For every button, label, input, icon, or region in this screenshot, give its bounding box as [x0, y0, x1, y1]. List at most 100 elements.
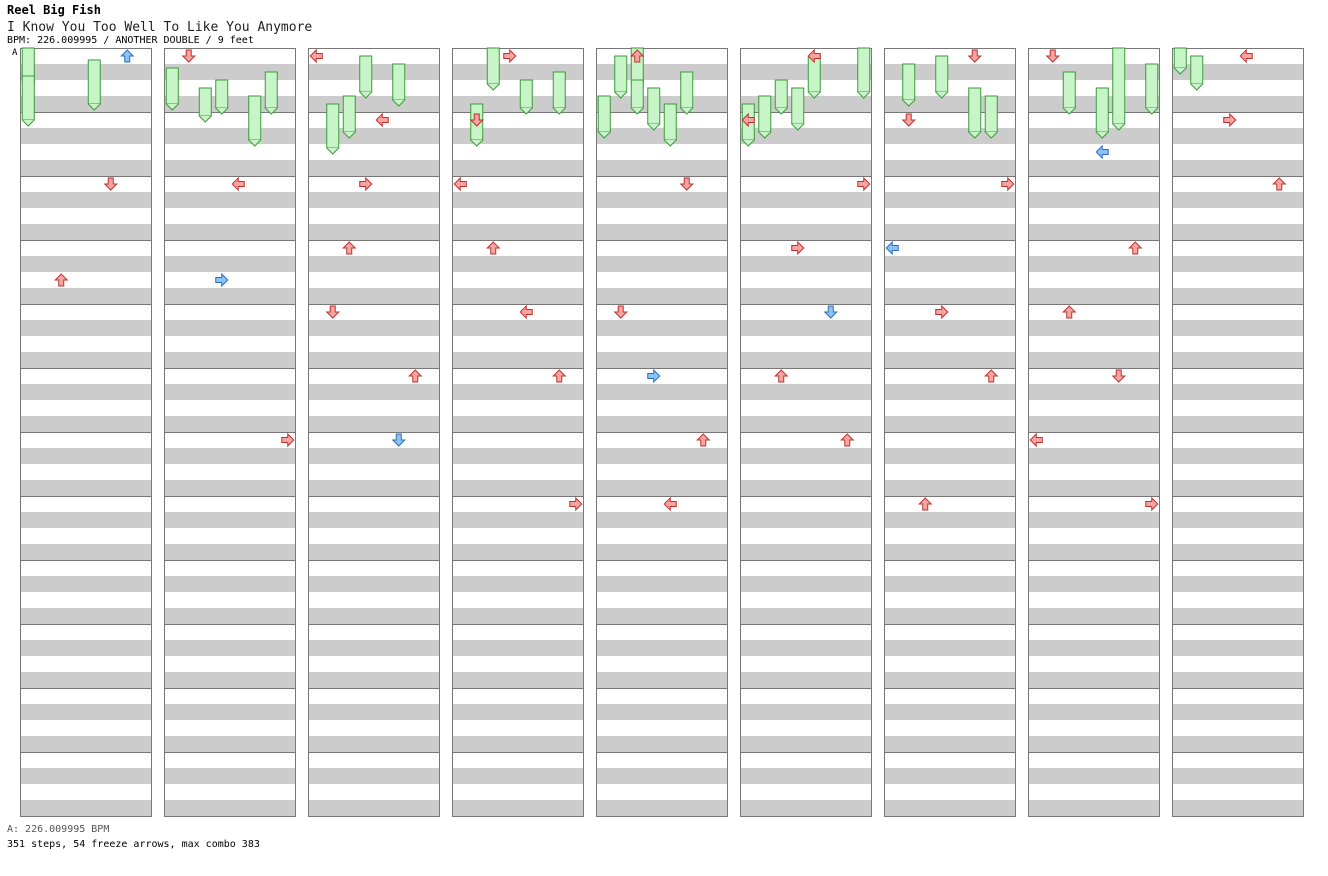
beat-stripe — [1028, 512, 1160, 528]
beat-stripe — [1028, 160, 1160, 176]
step-arrow-icon — [774, 369, 789, 383]
freeze-tail — [935, 91, 949, 99]
beat-stripe — [20, 608, 152, 624]
beat-stripe — [884, 704, 1016, 720]
freeze-arrow — [165, 67, 179, 105]
beat-stripe — [1028, 352, 1160, 368]
freeze-tail — [486, 83, 500, 91]
beat-stripe — [164, 128, 296, 144]
column-border — [1172, 48, 1304, 817]
freeze-tail — [470, 139, 484, 147]
beat-stripe — [1028, 96, 1160, 112]
beat-stripe — [1172, 704, 1304, 720]
beat-stripe — [1028, 544, 1160, 560]
step-arrow-icon — [215, 272, 229, 288]
step-arrow-icon — [181, 49, 196, 63]
beat-stripe — [596, 288, 728, 304]
freeze-tail — [968, 131, 982, 139]
step-arrow-icon — [1062, 305, 1077, 319]
beat-stripe — [20, 768, 152, 784]
beat-stripe — [164, 704, 296, 720]
beat-stripe — [884, 640, 1016, 656]
beat-stripe — [20, 288, 152, 304]
freeze-tail — [630, 107, 644, 115]
step-arrow-icon — [807, 48, 821, 64]
beat-stripe — [164, 256, 296, 272]
beat-stripe — [1028, 480, 1160, 496]
freeze-tail — [359, 91, 373, 99]
beat-stripe — [1172, 800, 1304, 816]
beat-stripe — [740, 448, 872, 464]
beat-stripe — [884, 192, 1016, 208]
step-arrow-icon — [791, 240, 805, 256]
step-arrow-icon — [391, 433, 406, 447]
step-arrow-icon — [120, 49, 135, 63]
beat-stripe — [452, 96, 584, 112]
step-arrow-icon — [519, 304, 533, 320]
freeze-arrow — [1190, 55, 1204, 85]
step-arrow-icon — [453, 176, 467, 192]
freeze-arrow — [359, 55, 373, 93]
freeze-tail — [647, 123, 661, 131]
step-arrow-icon — [823, 305, 838, 319]
beat-stripe — [20, 672, 152, 688]
beat-stripe — [20, 224, 152, 240]
beat-stripe — [1172, 768, 1304, 784]
freeze-arrow — [198, 87, 212, 117]
step-arrow-icon — [613, 305, 628, 319]
step-arrow-icon — [1272, 177, 1287, 191]
beat-stripe — [20, 480, 152, 496]
chart-column — [308, 48, 440, 817]
step-arrow-icon — [408, 369, 423, 383]
beat-stripe — [1172, 192, 1304, 208]
beat-stripe — [740, 416, 872, 432]
beat-stripe — [20, 640, 152, 656]
bpm-marker-label: A — [12, 48, 18, 58]
chart-column — [1028, 48, 1160, 817]
freeze-arrow — [1112, 47, 1126, 125]
beat-stripe — [308, 544, 440, 560]
freeze-tail — [21, 119, 35, 127]
beat-stripe — [740, 192, 872, 208]
beat-stripe — [452, 640, 584, 656]
beat-stripe — [1028, 64, 1160, 80]
freeze-arrow — [248, 95, 262, 141]
chart-column — [164, 48, 296, 817]
beat-stripe — [740, 64, 872, 80]
beat-stripe — [596, 96, 728, 112]
beat-stripe — [596, 576, 728, 592]
step-arrow-icon — [569, 496, 583, 512]
beat-stripe — [452, 128, 584, 144]
beat-stripe — [164, 608, 296, 624]
beat-stripe — [1172, 96, 1304, 112]
beat-stripe — [452, 768, 584, 784]
freeze-arrow — [968, 87, 982, 133]
beat-stripe — [1028, 576, 1160, 592]
column-border — [164, 48, 296, 817]
beat-stripe — [740, 288, 872, 304]
beat-stripe — [452, 576, 584, 592]
beat-stripe — [884, 416, 1016, 432]
beat-stripe — [20, 704, 152, 720]
beat-stripe — [164, 480, 296, 496]
beat-stripe — [1172, 256, 1304, 272]
step-arrow-icon — [967, 49, 982, 63]
beat-stripe — [884, 352, 1016, 368]
beat-stripe — [740, 160, 872, 176]
freeze-tail — [165, 103, 179, 111]
song-artist: Reel Big Fish — [7, 3, 101, 17]
beat-stripe — [884, 64, 1016, 80]
beat-stripe — [452, 64, 584, 80]
beat-stripe — [308, 224, 440, 240]
beat-stripe — [452, 352, 584, 368]
beat-stripe — [740, 512, 872, 528]
chart-info: BPM: 226.009995 / ANOTHER DOUBLE / 9 fee… — [7, 35, 254, 46]
freeze-arrow — [392, 63, 406, 101]
beat-stripe — [1028, 224, 1160, 240]
beat-stripe — [20, 128, 152, 144]
beat-stripe — [164, 576, 296, 592]
column-border — [884, 48, 1016, 817]
chart-column — [452, 48, 584, 817]
beat-stripe — [596, 416, 728, 432]
